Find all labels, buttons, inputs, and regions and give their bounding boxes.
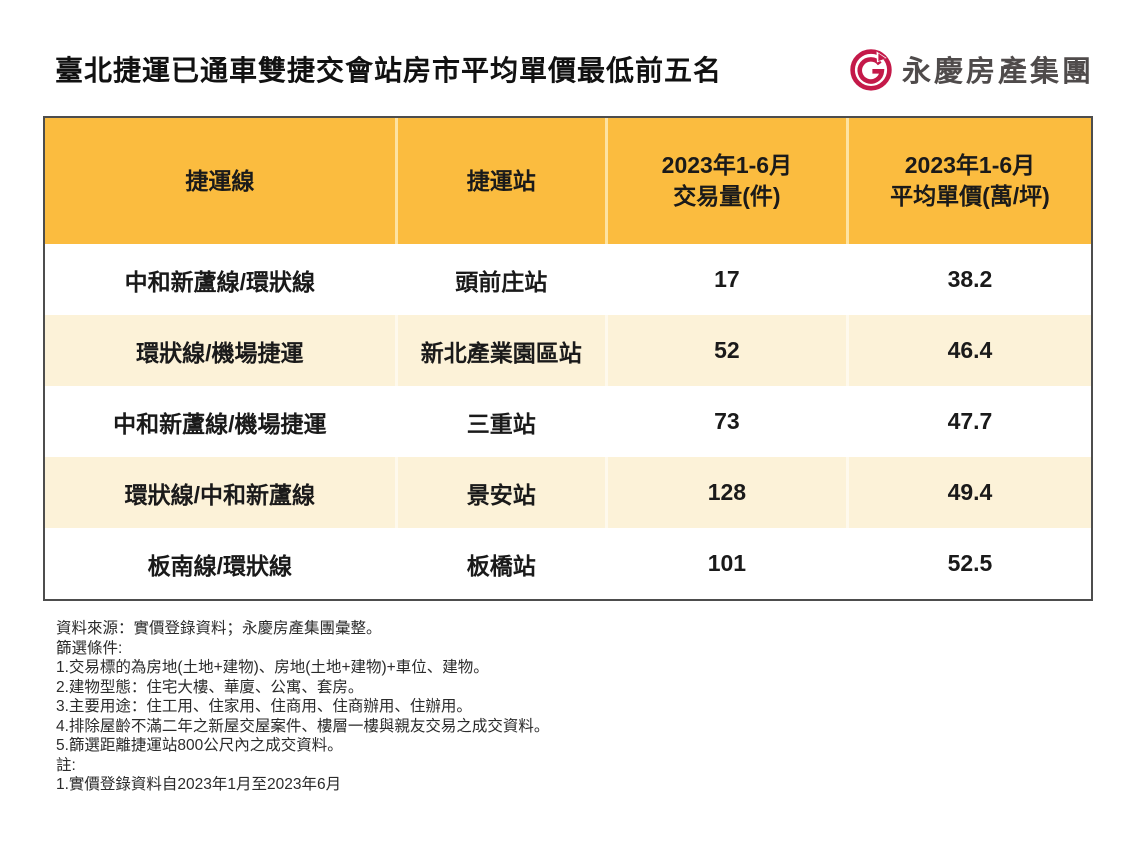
volume-cell: 73: [607, 386, 849, 457]
header-row: 捷運線 捷運站 2023年1-6月 交易量(件) 2023年1-6月 平均單價(…: [45, 118, 1091, 244]
title-row: 臺北捷運已通車雙捷交會站房市平均單價最低前五名 永慶房產集團: [0, 0, 1136, 92]
price-cell: 52.5: [848, 528, 1091, 599]
filter-item: 1.交易標的為房地(土地+建物)、房地(土地+建物)+車位、建物。: [56, 659, 489, 676]
price-cell: 49.4: [848, 457, 1091, 528]
col-header-volume: 2023年1-6月 交易量(件): [607, 118, 849, 244]
station-cell: 新北產業園區站: [397, 315, 608, 386]
line-cell: 中和新蘆線/機場捷運: [45, 386, 398, 457]
station-cell: 頭前庄站: [397, 244, 608, 315]
line-cell: 中和新蘆線/環狀線: [45, 244, 398, 315]
table-row: 板南線/環狀線 板橋站 101 52.5: [45, 528, 1091, 599]
volume-cell: 17: [607, 244, 849, 315]
col-header-station: 捷運站: [397, 118, 608, 244]
filter-item: 2.建物型態：住宅大樓、華廈、公寓、套房。: [56, 678, 364, 696]
volume-cell: 52: [607, 315, 849, 386]
col-header-price: 2023年1-6月 平均單價(萬/坪): [848, 118, 1091, 244]
table-header: 捷運線 捷運站 2023年1-6月 交易量(件) 2023年1-6月 平均單價(…: [45, 118, 1091, 244]
price-cell: 38.2: [848, 244, 1091, 315]
volume-cell: 101: [607, 528, 849, 599]
table-body: 中和新蘆線/環狀線 頭前庄站 17 38.2 環狀線/機場捷運 新北產業園區站 …: [45, 244, 1091, 599]
note-item: 1.實價登錄資料自2023年1月至2023年6月: [56, 776, 342, 793]
brand-name: 永慶房產集團: [901, 56, 1094, 88]
filter-item: 3.主要用途：住工用、住家用、住商用、住商辦用、住辦用。: [56, 698, 472, 715]
station-cell: 板橋站: [397, 528, 608, 599]
price-table: 捷運線 捷運站 2023年1-6月 交易量(件) 2023年1-6月 平均單價(…: [43, 116, 1093, 601]
line-cell: 環狀線/機場捷運: [45, 315, 398, 386]
table-row: 中和新蘆線/機場捷運 三重站 73 47.7: [45, 386, 1091, 457]
table-row: 中和新蘆線/環狀線 頭前庄站 17 38.2: [45, 244, 1091, 315]
line-cell: 板南線/環狀線: [45, 528, 398, 599]
station-cell: 景安站: [397, 457, 608, 528]
price-cell: 47.7: [848, 386, 1091, 457]
col-header-line: 捷運線: [45, 118, 398, 244]
page-title: 臺北捷運已通車雙捷交會站房市平均單價最低前五名: [55, 55, 723, 86]
yungching-swirl-icon: [848, 46, 894, 92]
line-cell: 環狀線/中和新蘆線: [45, 457, 398, 528]
filter-conditions-title: 篩選條件:: [56, 639, 123, 657]
volume-cell: 128: [607, 457, 849, 528]
price-cell: 46.4: [848, 315, 1091, 386]
table-row: 環狀線/機場捷運 新北產業園區站 52 46.4: [45, 315, 1091, 386]
footnotes: 資料來源：實價登錄資料；永慶房產集團彙整。 篩選條件: 1.交易標的為房地(土地…: [56, 619, 1136, 795]
filter-item: 4.排除屋齡不滿二年之新屋交屋案件、樓層一樓與親友交易之成交資料。: [56, 717, 550, 735]
station-cell: 三重站: [397, 386, 608, 457]
filter-item: 5.篩選距離捷運站800公尺內之成交資料。: [56, 737, 343, 754]
table-row: 環狀線/中和新蘆線 景安站 128 49.4: [45, 457, 1091, 528]
note-title: 註:: [56, 756, 76, 774]
brand-logo: 永慶房產集團: [848, 46, 1094, 92]
source-note: 資料來源：實價登錄資料；永慶房產集團彙整。: [56, 620, 382, 637]
